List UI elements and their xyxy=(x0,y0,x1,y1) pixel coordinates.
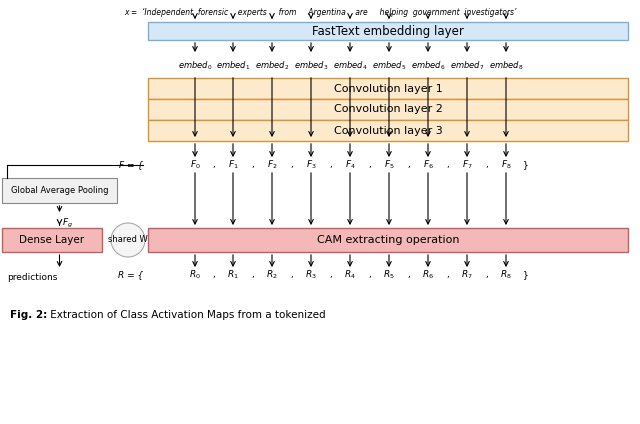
Text: R = {: R = { xyxy=(118,271,143,279)
Text: F$_5$: F$_5$ xyxy=(383,159,394,171)
Text: }: } xyxy=(523,271,529,279)
Text: Fig. 2:: Fig. 2: xyxy=(10,310,47,320)
Text: R$_2$: R$_2$ xyxy=(266,269,278,281)
Text: ,: , xyxy=(368,271,371,279)
Text: Dense Layer: Dense Layer xyxy=(19,235,84,245)
Text: Global Average Pooling: Global Average Pooling xyxy=(11,186,108,195)
Text: x =  ‘Independent  forensic    experts     from     Argentina    are     helping: x = ‘Independent forensic experts from A… xyxy=(124,8,516,17)
Text: FastText embedding layer: FastText embedding layer xyxy=(312,25,464,37)
Text: F$_8$: F$_8$ xyxy=(500,159,511,171)
Text: F$_1$: F$_1$ xyxy=(228,159,238,171)
Text: R$_3$: R$_3$ xyxy=(305,269,317,281)
Text: Convolution layer 1: Convolution layer 1 xyxy=(333,84,442,94)
Bar xyxy=(148,22,628,40)
Text: CAM extracting operation: CAM extracting operation xyxy=(317,235,460,245)
Text: ,: , xyxy=(485,161,488,170)
Text: embed$_1$: embed$_1$ xyxy=(216,60,250,73)
Text: }: } xyxy=(523,161,529,170)
Text: ,: , xyxy=(485,271,488,279)
Text: predictions: predictions xyxy=(7,273,58,282)
Bar xyxy=(2,178,117,203)
Text: Convolution layer 2: Convolution layer 2 xyxy=(333,104,442,114)
Circle shape xyxy=(111,223,145,257)
Text: R$_8$: R$_8$ xyxy=(500,269,512,281)
Text: F$_6$: F$_6$ xyxy=(422,159,433,171)
Text: F$_0$: F$_0$ xyxy=(189,159,200,171)
Text: embed$_3$: embed$_3$ xyxy=(294,60,328,73)
Text: ,: , xyxy=(212,271,216,279)
Text: F$_3$: F$_3$ xyxy=(306,159,316,171)
Text: embed$_0$: embed$_0$ xyxy=(178,60,212,73)
Text: R$_7$: R$_7$ xyxy=(461,269,473,281)
Text: Extraction of Class Activation Maps from a tokenized: Extraction of Class Activation Maps from… xyxy=(47,310,326,320)
Bar xyxy=(148,120,628,141)
Text: ,: , xyxy=(290,161,293,170)
Text: ,: , xyxy=(251,161,254,170)
Text: ,: , xyxy=(290,271,293,279)
Text: ,: , xyxy=(212,161,216,170)
Bar xyxy=(148,78,628,99)
Text: ,: , xyxy=(446,161,449,170)
Text: embed$_8$: embed$_8$ xyxy=(489,60,524,73)
Text: F$_7$: F$_7$ xyxy=(461,159,472,171)
Text: embed$_5$: embed$_5$ xyxy=(372,60,406,73)
Text: R$_1$: R$_1$ xyxy=(227,269,239,281)
Text: embed$_7$: embed$_7$ xyxy=(450,60,484,73)
Text: F = {: F = { xyxy=(119,161,143,170)
Text: Convolution layer 3: Convolution layer 3 xyxy=(333,126,442,136)
Text: F$_4$: F$_4$ xyxy=(344,159,355,171)
Text: ,: , xyxy=(329,271,332,279)
Text: ,: , xyxy=(446,271,449,279)
Text: embed$_2$: embed$_2$ xyxy=(255,60,289,73)
Bar xyxy=(148,99,628,120)
Text: R$_4$: R$_4$ xyxy=(344,269,356,281)
Text: shared W: shared W xyxy=(108,235,148,245)
Text: R$_0$: R$_0$ xyxy=(189,269,201,281)
Text: ,: , xyxy=(329,161,332,170)
Text: F$_g$: F$_g$ xyxy=(63,217,74,230)
Text: ,: , xyxy=(407,271,410,279)
Text: R$_6$: R$_6$ xyxy=(422,269,434,281)
Bar xyxy=(148,228,628,252)
Text: ,: , xyxy=(407,161,410,170)
Text: embed$_6$: embed$_6$ xyxy=(411,60,445,73)
Bar xyxy=(2,228,102,252)
Text: R$_5$: R$_5$ xyxy=(383,269,395,281)
Text: embed$_4$: embed$_4$ xyxy=(333,60,367,73)
Text: ,: , xyxy=(368,161,371,170)
Text: F$_2$: F$_2$ xyxy=(267,159,277,171)
Text: ,: , xyxy=(251,271,254,279)
